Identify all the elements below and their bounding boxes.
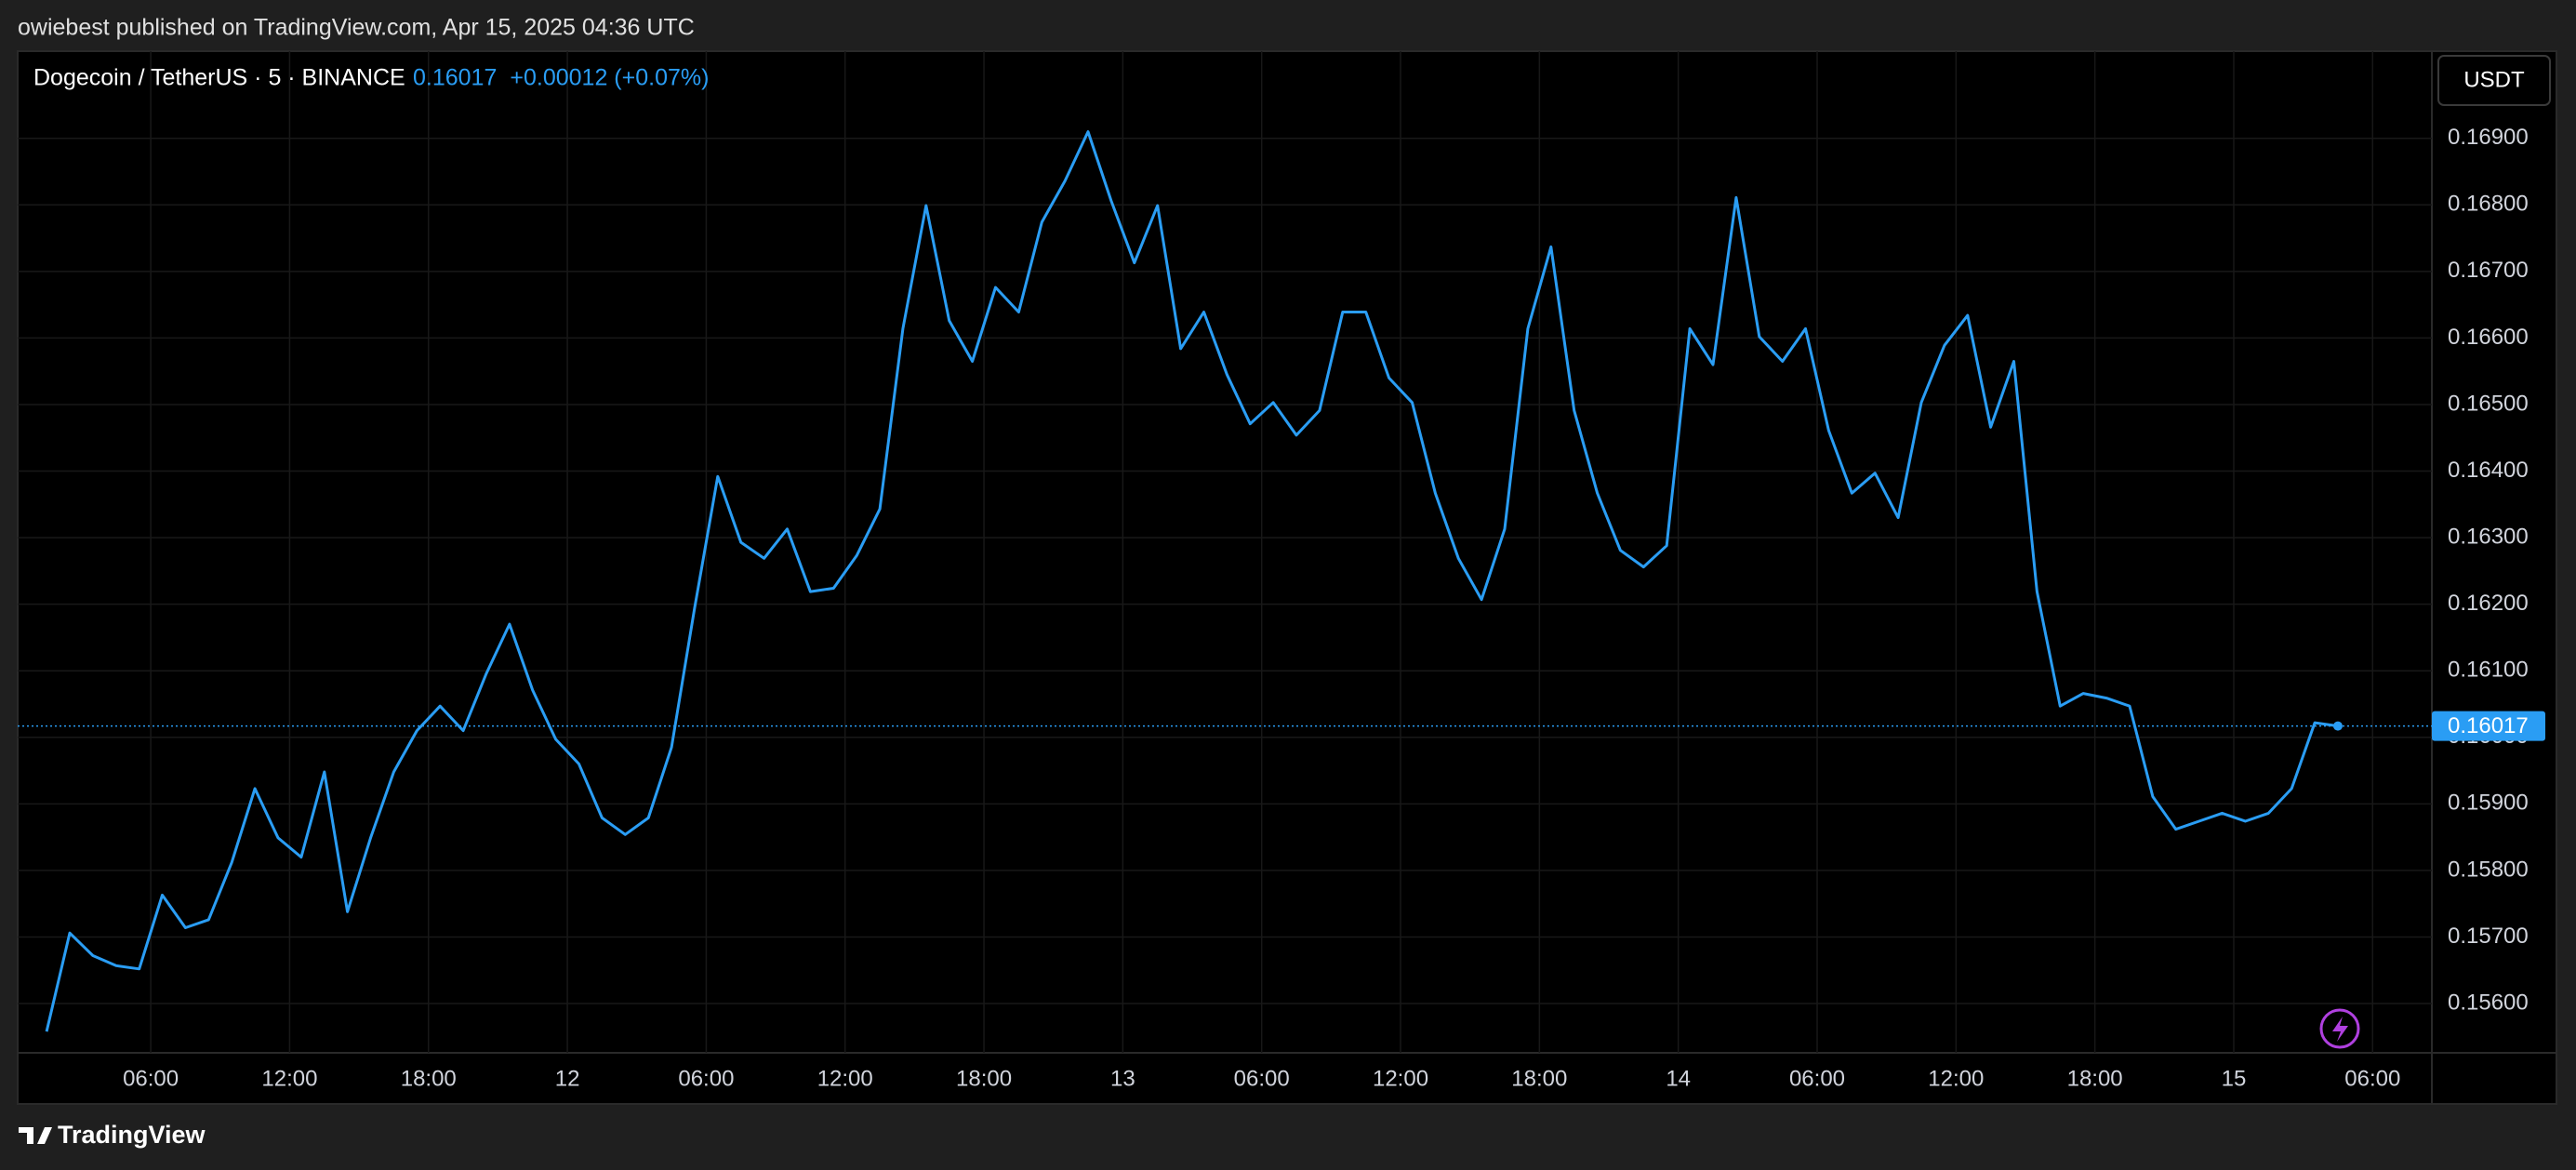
x-tick-label: 18:00 xyxy=(401,1066,457,1091)
grid-layer xyxy=(18,51,2432,1053)
line-layer xyxy=(18,130,2432,1032)
y-tick-label: 0.15600 xyxy=(2448,990,2529,1015)
x-tick-label: 06:00 xyxy=(678,1066,734,1091)
last-price-label: 0.16017 xyxy=(2448,713,2529,738)
lightning-icon[interactable] xyxy=(2319,1008,2360,1049)
footer-brand: TradingView xyxy=(58,1121,206,1149)
x-tick-label: 18:00 xyxy=(1511,1066,1567,1091)
x-tick-label: 06:00 xyxy=(2344,1066,2400,1091)
y-tick-label: 0.16100 xyxy=(2448,658,2529,683)
x-tick-label: 15 xyxy=(2222,1066,2247,1091)
y-tick-label: 0.16200 xyxy=(2448,591,2529,616)
x-tick-label: 12:00 xyxy=(1373,1066,1428,1091)
y-tick-label: 0.15900 xyxy=(2448,791,2529,816)
x-tick-label: 12:00 xyxy=(261,1066,317,1091)
x-tick-label: 12:00 xyxy=(817,1066,873,1091)
header-price[interactable]: 0.16017 xyxy=(413,65,497,91)
y-tick-label: 0.15700 xyxy=(2448,924,2529,949)
y-tick-label: 0.16300 xyxy=(2448,524,2529,549)
price-line xyxy=(45,130,2339,1032)
x-tick-label: 13 xyxy=(1110,1066,1135,1091)
x-tick-label: 06:00 xyxy=(123,1066,179,1091)
x-tick-label: 12 xyxy=(555,1066,580,1091)
last-price-tag xyxy=(2432,711,2545,741)
symbol-title: Dogecoin / TetherUS · 5 · BINANCE xyxy=(33,65,405,91)
icon-circle xyxy=(2319,1008,2360,1049)
y-tick-label: 0.16600 xyxy=(2448,325,2529,350)
y-tick-label: 0.16400 xyxy=(2448,458,2529,483)
label-layer: 0.156000.157000.158000.159000.160000.161… xyxy=(123,125,2545,1091)
y-tick-label: 0.16800 xyxy=(2448,192,2529,217)
x-tick-label: 06:00 xyxy=(1789,1066,1845,1091)
x-tick-label: 12:00 xyxy=(1928,1066,1984,1091)
currency-label: USDT xyxy=(2463,67,2525,92)
icon-bolt xyxy=(2332,1017,2348,1042)
y-tick-label: 0.16700 xyxy=(2448,258,2529,283)
x-tick-label: 06:00 xyxy=(1234,1066,1290,1091)
chart-panel xyxy=(17,50,2557,1105)
x-tick-label: 14 xyxy=(1666,1066,1691,1091)
y-tick-label: 0.16900 xyxy=(2448,125,2529,150)
x-tick-label: 18:00 xyxy=(2067,1066,2123,1091)
header-change: +0.00012 (+0.07%) xyxy=(510,65,709,91)
y-tick-label: 0.15800 xyxy=(2448,857,2529,882)
footer-logo[interactable]: TradingView xyxy=(19,1121,206,1149)
logo-mark xyxy=(19,1127,52,1144)
last-point xyxy=(2332,721,2343,731)
x-tick-label: 18:00 xyxy=(956,1066,1012,1091)
publish-info: owiebest published on TradingView.com, A… xyxy=(18,15,695,41)
y-tick-label: 0.16500 xyxy=(2448,391,2529,416)
currency-button[interactable] xyxy=(2437,55,2551,106)
